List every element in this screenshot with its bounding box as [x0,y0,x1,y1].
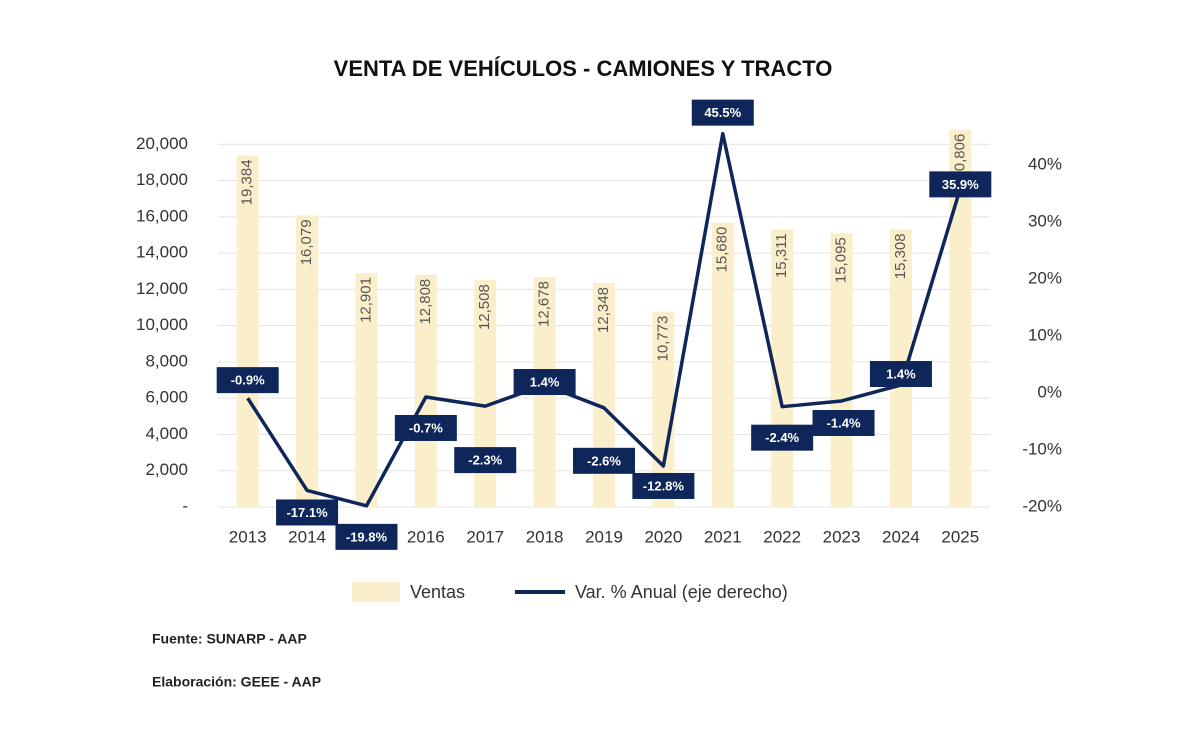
line [246,131,962,508]
bar [711,222,734,507]
line-value-text: -0.7% [409,420,443,435]
line-value-text: -12.8% [643,478,685,493]
y2-tick-label: -20% [1022,496,1062,515]
y-tick-label: 4,000 [145,424,188,443]
line-value-label: 45.5% [691,99,754,126]
line-value-text: -2.6% [587,453,621,468]
x-tick-label: 2013 [229,527,267,546]
line-value-label: -1.4% [812,409,875,436]
line-value-label: -0.9% [216,367,279,394]
line-value-text: -1.4% [827,415,861,430]
bar [355,273,378,507]
line-value-text: -19.8% [346,529,388,544]
x-tick-label: 2023 [823,527,861,546]
label-box [394,414,457,441]
bar [296,215,319,507]
label-box [454,447,517,474]
line-value-text: -17.1% [286,505,328,520]
y-tick-label: 14,000 [136,243,188,262]
y2-tick-label: 10% [1028,325,1062,344]
bar [949,129,972,507]
y-tick-label: 18,000 [136,170,188,189]
x-tick-label: 2016 [407,527,445,546]
y2-tick-label: 0% [1037,382,1062,401]
label-box [929,171,992,198]
y-tick-label: 10,000 [136,315,188,334]
footnote: Fuente: SUNARP - AAP [152,631,307,647]
label-box [216,367,279,394]
line-value-label: 1.4% [869,361,932,388]
label-box [513,369,576,396]
x-tick-label: 2021 [704,527,742,546]
bar-value-label: 12,348 [595,287,612,333]
label-box [812,409,875,436]
label-box [869,361,932,388]
line-value-label: -19.8% [335,523,398,550]
y-tick-label: 20,000 [136,134,188,153]
line-value-label: -2.6% [573,447,635,474]
line-value-text: 1.4% [886,366,916,381]
legend-label: Var. % Anual (eje derecho) [575,582,788,602]
y-tick-label: 16,000 [136,206,188,225]
line-value-label: -0.7% [394,414,457,441]
y-tick-label: 8,000 [145,351,188,370]
bar-value-label: 12,508 [476,284,493,330]
line-value-label: 1.4% [513,369,576,396]
line-value-text: -2.4% [765,430,799,445]
x-tick-label: 2018 [526,527,564,546]
bar-value-label: 12,901 [357,277,374,323]
label-box [276,499,339,526]
y-tick-label: 12,000 [136,279,188,298]
line-value-text: 35.9% [942,177,979,192]
footnote: Elaboración: GEEE - AAP [152,674,321,690]
legend-label: Ventas [410,582,465,602]
line-value-label: 35.9% [929,171,992,198]
line-value-label: -2.3% [454,447,517,474]
x-tick-label: 2020 [644,527,682,546]
label-box [751,424,814,451]
bar [236,155,259,507]
label-box [573,447,635,474]
line-value-text: -2.3% [468,453,502,468]
bar [414,274,437,507]
x-tick-label: 2019 [585,527,623,546]
y2-tick-label: 30% [1028,211,1062,230]
bar-value-label: 12,678 [536,281,553,327]
line-value-text: 1.4% [530,374,560,389]
bar-value-label: 19,384 [239,159,256,205]
bar-value-label: 12,808 [417,279,434,325]
y-tick-label: 2,000 [145,460,188,479]
line-value-label: -17.1% [276,499,339,526]
y2-tick-label: -10% [1022,439,1062,458]
bar-value-label: 20,806 [951,134,968,180]
x-tick-label: 2014 [288,527,326,546]
chart-title: VENTA DE VEHÍCULOS - CAMIONES Y TRACTO [334,56,833,81]
line-value-text: -0.9% [231,373,265,388]
label-box [632,472,695,499]
label-box [691,99,754,126]
line-value-label: -12.8% [632,472,695,499]
line-value-label: -2.4% [751,424,814,451]
bar-value-label: 15,095 [833,237,850,283]
bar-value-label: 15,311 [773,233,790,278]
x-tick-label: 2025 [941,527,979,546]
bar [830,233,853,507]
x-tick-label: 2017 [466,527,504,546]
y-tick-label: - [182,496,188,515]
line-value-text: 45.5% [704,105,741,120]
bar-value-label: 15,680 [714,227,731,273]
label-box [335,523,398,550]
bar-value-label: 16,079 [298,219,315,265]
bar-value-label: 10,773 [654,316,671,362]
y-tick-label: 6,000 [145,388,188,407]
x-tick-label: 2022 [763,527,801,546]
y2-tick-label: 20% [1028,268,1062,287]
y2-tick-label: 40% [1028,154,1062,173]
bar-value-label: 15,308 [892,233,909,279]
x-tick-label: 2024 [882,527,920,546]
legend-swatch [352,582,400,602]
